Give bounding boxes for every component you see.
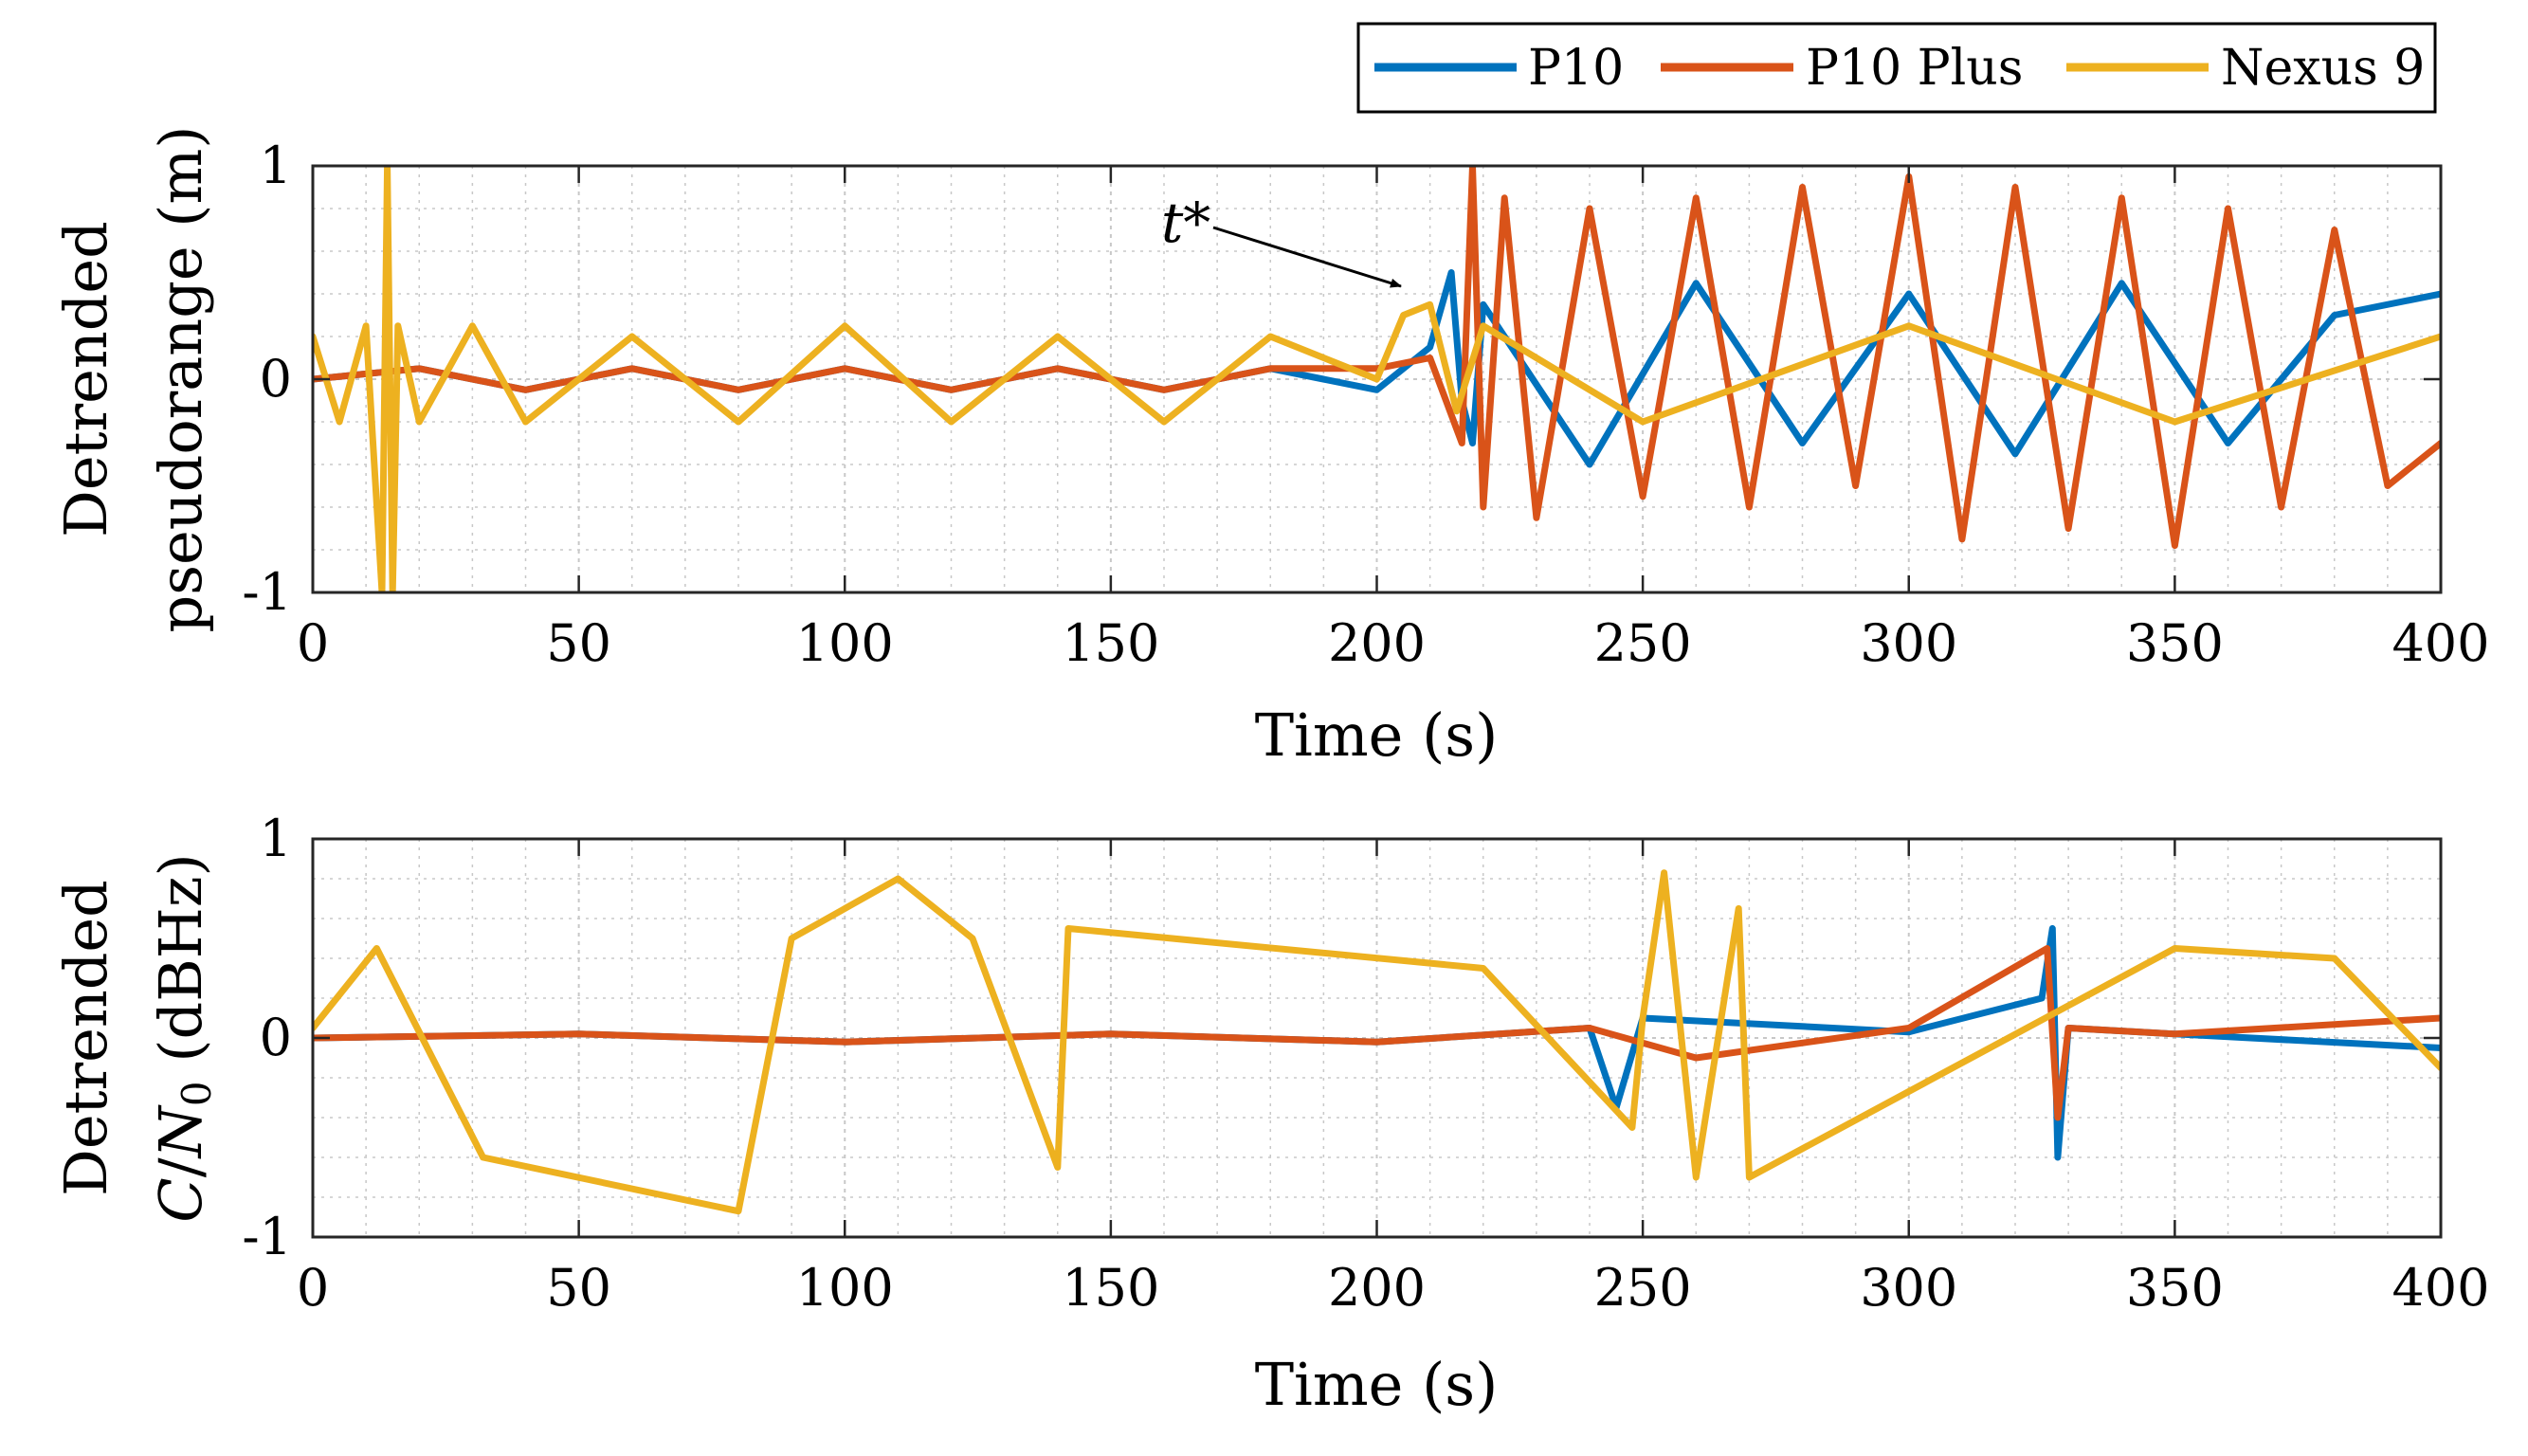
x-tick-label: 200 bbox=[1328, 613, 1426, 673]
pseudorange-ylabel-line1: Detrended bbox=[51, 221, 120, 537]
y-tick-label: 1 bbox=[260, 809, 292, 868]
series-line-nexus-9 bbox=[313, 166, 2441, 592]
t-star-arrow bbox=[1212, 226, 1402, 288]
x-tick-label: 400 bbox=[2392, 1258, 2489, 1318]
series-line-p10-plus bbox=[313, 945, 2441, 1121]
legend-entry-nexus-9: Nexus 9 bbox=[2066, 40, 2425, 97]
x-tick-label: 400 bbox=[2392, 613, 2489, 673]
series-line-nexus-9 bbox=[313, 869, 2441, 1215]
pseudorange-xlabel: Time (s) bbox=[1255, 701, 1499, 770]
x-tick-label: 100 bbox=[796, 1258, 894, 1318]
x-tick-label: 50 bbox=[546, 613, 611, 673]
pseudorange-ticks: 0 50 100 150 200 250 300 350 400-101 bbox=[242, 136, 2489, 673]
x-tick-label: 200 bbox=[1328, 1258, 1426, 1318]
x-tick-label: 0 bbox=[297, 1258, 329, 1318]
x-tick-label: 300 bbox=[1860, 1258, 1957, 1318]
cn0-panel: 0 50 100 150 200 250 300 350 400-101 Detrended C… bbox=[51, 809, 2490, 1419]
y-tick-label: 0 bbox=[260, 349, 292, 409]
x-tick-label: 350 bbox=[2126, 1258, 2224, 1318]
legend-label-nexus-9: Nexus 9 bbox=[2221, 40, 2425, 97]
x-tick-label: 250 bbox=[1594, 1258, 1692, 1318]
x-tick-label: 0 bbox=[297, 613, 329, 673]
cn0-series bbox=[313, 869, 2441, 1215]
legend-entry-p10: P10 bbox=[1374, 40, 1624, 97]
x-tick-label: 150 bbox=[1062, 613, 1159, 673]
legend-entry-p10-plus: P10 Plus bbox=[1661, 40, 2023, 97]
legend-label-p10: P10 bbox=[1528, 40, 1624, 97]
cn0-ylabel-slash: / bbox=[146, 1157, 215, 1177]
x-tick-label: 50 bbox=[546, 1258, 611, 1318]
cn0-ylabel-sub: 0 bbox=[173, 1081, 220, 1106]
x-tick-label: 100 bbox=[796, 613, 894, 673]
pseudorange-ylabel-line2: pseudorange (m) bbox=[146, 126, 215, 633]
y-tick-label: 1 bbox=[260, 136, 292, 195]
x-tick-label: 350 bbox=[2126, 613, 2224, 673]
legend-box bbox=[1356, 22, 2437, 114]
cn0-xlabel: Time (s) bbox=[1255, 1350, 1499, 1419]
cn0-ylabel-n: N bbox=[146, 1103, 215, 1159]
x-tick-label: 150 bbox=[1062, 1258, 1159, 1318]
cn0-ylabel-unit: (dBHz) bbox=[146, 853, 215, 1081]
t-star-annotation: t* bbox=[1161, 191, 1402, 288]
pseudorange-panel: 0 50 100 150 200 250 300 350 400-101 Detrended p… bbox=[51, 126, 2490, 770]
cn0-ylabel-line2: C/N0 (dBHz) bbox=[146, 853, 220, 1222]
x-tick-label: 250 bbox=[1594, 613, 1692, 673]
y-tick-label: 0 bbox=[260, 1008, 292, 1067]
y-tick-label: -1 bbox=[242, 1207, 292, 1266]
y-tick-label: -1 bbox=[242, 562, 292, 622]
pseudorange-series bbox=[313, 166, 2441, 592]
series-line-p10-plus bbox=[313, 166, 2441, 549]
cn0-ylabel-c: C bbox=[146, 1177, 215, 1222]
cn0-ylabel-line1: Detrended bbox=[51, 880, 120, 1196]
cn0-ticks: 0 50 100 150 200 250 300 350 400-101 bbox=[242, 809, 2489, 1318]
legend: P10 P10 Plus Nexus 9 bbox=[1356, 22, 2437, 114]
legend-label-p10-plus: P10 Plus bbox=[1806, 40, 2023, 97]
x-tick-label: 300 bbox=[1860, 613, 1957, 673]
t-star-label: t* bbox=[1161, 191, 1210, 255]
